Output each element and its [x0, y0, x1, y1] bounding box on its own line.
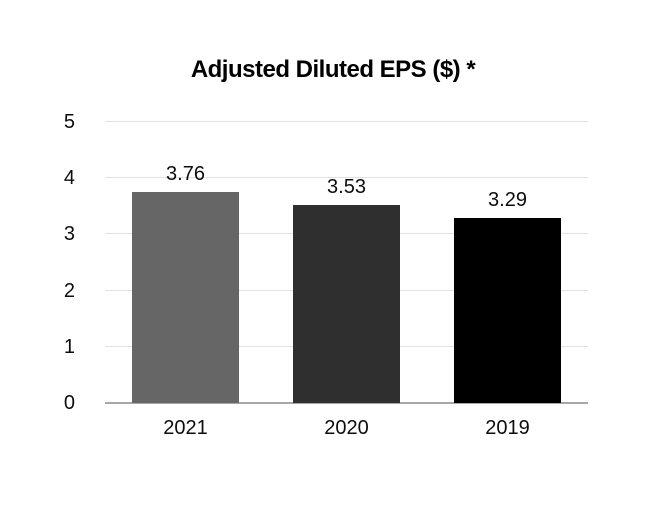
x-tick-label-2019: 2019 [485, 417, 530, 439]
bar-value-label-2019: 3.29 [488, 189, 527, 212]
gridline-4 [105, 177, 588, 179]
y-tick-label-1: 1 [63, 335, 75, 358]
x-tick-label-2021: 2021 [163, 417, 208, 439]
y-tick-label-0: 0 [63, 392, 75, 414]
x-tick-label-2020: 2020 [324, 417, 369, 439]
bar-2021 [132, 191, 239, 403]
bar-value-label-2020: 3.53 [327, 175, 366, 198]
y-tick-label-3: 3 [63, 223, 75, 246]
y-tick-label-2: 2 [63, 279, 75, 302]
y-tick-label-5: 5 [63, 111, 75, 133]
plot-area: 3.76 3.53 3.29 [105, 121, 588, 404]
bar-value-label-2021: 3.76 [166, 162, 205, 185]
chart-title: Adjusted Diluted EPS ($) * [190, 56, 476, 83]
y-axis-tick-labels: 0 1 2 3 4 5 [30, 111, 75, 414]
gridline-5 [105, 121, 588, 122]
bar-2020 [293, 204, 400, 403]
bar-2019 [454, 218, 561, 403]
x-axis-baseline [105, 402, 588, 404]
x-axis-tick-labels: 2021 2020 2019 [105, 413, 588, 443]
y-tick-label-4: 4 [63, 167, 75, 190]
